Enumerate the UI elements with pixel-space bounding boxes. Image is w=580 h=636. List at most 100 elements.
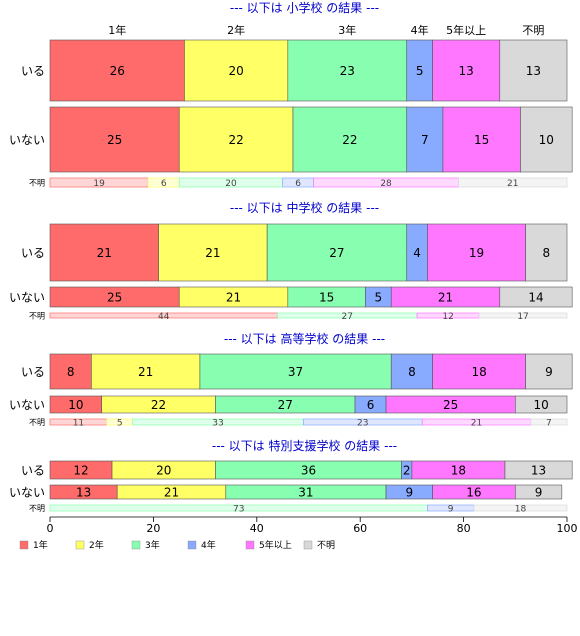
- data-label: 6: [295, 179, 301, 189]
- data-label: 18: [515, 504, 527, 514]
- bar-segment: [525, 353, 573, 390]
- data-label: 20: [225, 179, 237, 189]
- column-header: 1年: [108, 23, 126, 37]
- data-label: 9: [535, 486, 543, 500]
- data-label: 73: [233, 504, 244, 514]
- data-label: 4: [413, 246, 421, 260]
- x-tick-label: 100: [557, 522, 578, 535]
- data-label: 7: [421, 133, 429, 147]
- bar-segment: [499, 286, 573, 308]
- data-label: 10: [534, 398, 549, 412]
- data-label: 21: [97, 246, 112, 260]
- bar-segment: [520, 106, 573, 173]
- data-label: 21: [138, 365, 153, 379]
- bar-segment: [158, 223, 268, 282]
- panel-title: --- 以下は 中学校 の結果 ---: [230, 200, 379, 215]
- data-label: 20: [228, 64, 243, 78]
- data-label: 25: [443, 398, 458, 412]
- column-header: 不明: [522, 24, 544, 37]
- bar-segment: [427, 223, 526, 282]
- data-label: 21: [471, 418, 482, 428]
- data-label: 19: [469, 246, 484, 260]
- data-label: 9: [545, 365, 553, 379]
- data-label: 21: [164, 486, 179, 500]
- data-label: 27: [342, 312, 353, 322]
- data-label: 6: [367, 398, 375, 412]
- row-label: いない: [9, 398, 45, 412]
- panel-title: --- 以下は 小学校 の結果 ---: [230, 0, 379, 15]
- legend-swatch: [75, 540, 85, 550]
- bar-segment: [478, 312, 568, 319]
- legend-label: 5年以上: [259, 539, 292, 551]
- data-label: 6: [161, 179, 167, 189]
- panel-title: --- 以下は 高等学校 の結果 ---: [224, 331, 385, 346]
- legend-swatch: [19, 540, 29, 550]
- data-label: 8: [542, 246, 550, 260]
- bar-segment: [266, 223, 408, 282]
- data-label: 18: [471, 365, 486, 379]
- data-label: 27: [329, 246, 344, 260]
- data-label: 11: [73, 418, 84, 428]
- row-label: 不明: [29, 179, 45, 188]
- column-header: 5年以上: [446, 23, 486, 37]
- data-label: 27: [278, 398, 293, 412]
- data-label: 31: [298, 486, 313, 500]
- bar-segment: [525, 223, 568, 282]
- data-label: 21: [438, 291, 453, 305]
- x-tick-label: 40: [250, 522, 264, 535]
- legend-label: 3年: [145, 539, 160, 551]
- data-label: 22: [228, 133, 243, 147]
- data-label: 25: [107, 133, 122, 147]
- data-label: 13: [76, 486, 91, 500]
- data-label: 5: [117, 418, 123, 428]
- column-header: 4年: [411, 23, 429, 37]
- data-label: 18: [451, 464, 466, 478]
- x-tick-label: 20: [146, 522, 160, 535]
- row-label: 不明: [29, 504, 45, 513]
- x-tick-label: 60: [353, 522, 367, 535]
- data-label: 13: [526, 64, 541, 78]
- bar-segment: [49, 353, 92, 390]
- bar-segment: [514, 395, 568, 414]
- data-label: 10: [539, 133, 554, 147]
- data-label: 23: [340, 64, 355, 78]
- data-label: 44: [158, 312, 170, 322]
- row-label: いる: [21, 365, 45, 379]
- legend-label: 2年: [89, 539, 104, 551]
- row-label: いない: [9, 133, 45, 147]
- x-tick-label: 80: [457, 522, 471, 535]
- data-label: 15: [319, 291, 334, 305]
- data-label: 5: [416, 64, 424, 78]
- data-label: 17: [517, 312, 528, 322]
- data-label: 19: [93, 179, 105, 189]
- bar-segment: [514, 484, 563, 500]
- bar-segment: [458, 177, 568, 188]
- row-label: 不明: [29, 418, 45, 427]
- data-label: 12: [442, 312, 453, 322]
- data-label: 5: [374, 291, 382, 305]
- legend-swatch: [131, 540, 141, 550]
- bar-segment: [499, 39, 568, 102]
- data-label: 23: [357, 418, 368, 428]
- bar-segment: [432, 353, 526, 390]
- row-label: いる: [21, 246, 45, 260]
- bar-segment: [432, 39, 501, 102]
- data-label: 20: [156, 464, 171, 478]
- data-label: 33: [212, 418, 223, 428]
- legend-label: 1年: [33, 539, 48, 551]
- data-label: 14: [528, 291, 543, 305]
- data-label: 2: [403, 464, 411, 478]
- bar-segment: [49, 106, 180, 173]
- bar-segment: [473, 504, 568, 512]
- data-label: 25: [107, 291, 122, 305]
- row-label: いる: [21, 464, 45, 478]
- data-label: 8: [67, 365, 75, 379]
- column-header: 3年: [338, 23, 356, 37]
- column-header: 2年: [227, 23, 245, 37]
- bar-segment: [49, 223, 159, 282]
- bar-segment: [184, 39, 289, 102]
- data-label: 37: [288, 365, 303, 379]
- data-label: 21: [507, 179, 518, 189]
- data-label: 36: [301, 464, 316, 478]
